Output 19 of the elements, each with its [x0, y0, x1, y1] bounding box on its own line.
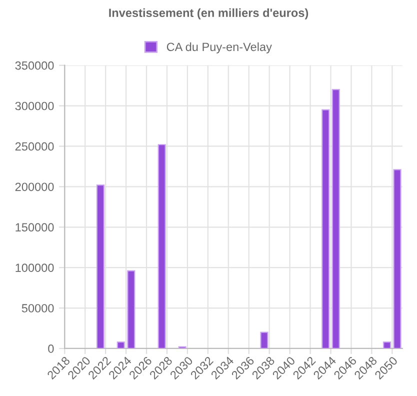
bar — [158, 144, 166, 348]
y-tick-label: 100000 — [16, 264, 54, 272]
legend-label: CA du Puy-en-Velay — [166, 42, 272, 54]
y-tick-label: 200000 — [15, 182, 54, 192]
chart-title: Investissement (en milliers d'euros) — [109, 8, 308, 20]
bar — [260, 332, 268, 348]
y-tick-label: 50000 — [22, 304, 54, 312]
bar — [96, 184, 104, 348]
bar — [393, 169, 402, 348]
y-tick-label: 300000 — [15, 102, 54, 110]
bar — [116, 341, 125, 348]
y-tick-label: 250000 — [15, 142, 54, 151]
bar — [332, 89, 340, 348]
bar — [127, 270, 136, 348]
y-tick-label: 0 — [48, 344, 54, 353]
bar — [322, 109, 330, 348]
y-tick-label: 350000 — [15, 61, 54, 70]
y-tick-label: 150000 — [16, 223, 54, 232]
bar — [383, 341, 392, 348]
